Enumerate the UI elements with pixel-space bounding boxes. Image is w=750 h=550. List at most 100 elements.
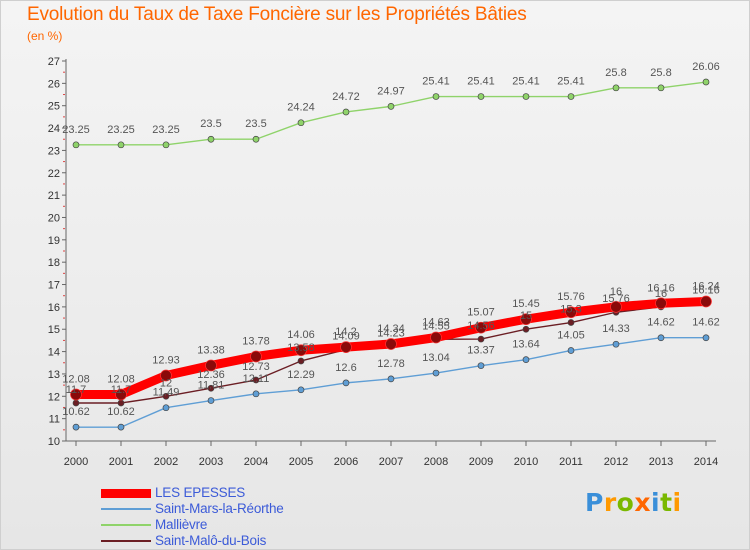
data-point	[162, 141, 170, 149]
data-point	[477, 93, 485, 100]
data-label: 14.62	[692, 317, 720, 329]
x-tick-label: 2000	[64, 456, 88, 468]
y-tick-label: 19	[48, 235, 60, 247]
y-tick-label: 23	[48, 145, 60, 157]
series-0	[70, 295, 712, 401]
y-tick-label: 11	[49, 414, 60, 426]
data-point	[432, 93, 440, 100]
data-point	[340, 341, 352, 353]
data-point	[477, 335, 485, 343]
series-2	[72, 78, 710, 149]
x-tick-label: 2012	[604, 456, 628, 468]
data-point	[207, 384, 215, 392]
data-label: 12.78	[377, 358, 405, 370]
y-tick-label: 18	[48, 257, 60, 269]
logo-letter: x	[634, 488, 651, 517]
data-point	[522, 325, 530, 333]
data-label: 15.76	[557, 291, 585, 303]
data-point	[700, 295, 712, 308]
data-label: 14.06	[287, 329, 315, 341]
data-point	[297, 386, 305, 394]
data-label: 10.62	[107, 406, 135, 418]
data-point	[655, 297, 667, 310]
data-point	[297, 119, 305, 127]
data-label: 12.93	[152, 355, 180, 367]
legend-label: Mallièvre	[155, 517, 208, 532]
x-tick-label: 2011	[559, 456, 583, 468]
x-tick-label: 2009	[469, 456, 493, 468]
x-tick-label: 2013	[649, 456, 673, 468]
y-tick-label: 26	[48, 78, 60, 90]
data-label: 13.38	[197, 344, 225, 356]
data-point	[567, 93, 575, 100]
data-point	[252, 135, 260, 143]
data-point	[430, 331, 442, 344]
data-label: 16.16	[692, 284, 720, 296]
data-point	[567, 347, 575, 354]
logo-letter: i	[651, 488, 661, 517]
data-point	[115, 388, 127, 401]
x-tick-label: 2008	[424, 456, 448, 468]
data-label: 23.25	[152, 124, 180, 136]
x-tick-label: 2004	[244, 456, 268, 468]
data-point	[117, 141, 125, 149]
data-point	[475, 321, 487, 334]
axes: 10 11 12 13 14 15 16 17 18 19 20 21 22 23 24 25 26 27 2000…	[48, 56, 718, 468]
data-label: 16.16	[647, 282, 675, 294]
data-point	[567, 319, 575, 326]
logo-letter: P	[585, 488, 604, 517]
data-point	[387, 375, 395, 383]
data-point	[342, 379, 350, 387]
data-label: 13.78	[242, 336, 270, 348]
data-point	[297, 357, 305, 365]
legend-label: Saint-Malô-du-Bois	[155, 533, 267, 548]
data-point	[612, 84, 620, 92]
y-tick-label: 14	[48, 347, 60, 359]
data-label: 23.25	[107, 124, 135, 136]
data-label: 14.33	[602, 323, 630, 335]
data-point	[162, 404, 170, 412]
data-label: 24.72	[332, 91, 360, 103]
data-label: 16	[655, 288, 667, 300]
data-point	[657, 334, 665, 342]
legend-swatch	[101, 508, 151, 510]
data-point	[520, 313, 532, 326]
data-point	[250, 350, 262, 363]
data-label: 12.36	[197, 369, 225, 381]
data-label: 11.7	[66, 384, 87, 396]
data-point	[72, 423, 80, 431]
data-label: 24.24	[287, 102, 315, 114]
data-point	[295, 344, 307, 357]
y-tick-label: 10	[48, 436, 60, 448]
y-tick-label: 22	[48, 168, 60, 180]
data-point	[342, 108, 350, 116]
x-tick-label: 2010	[514, 456, 538, 468]
proxiti-logo: Proxiti	[585, 488, 682, 517]
y-tick-label: 21	[48, 190, 60, 202]
y-tick-label: 16	[48, 302, 60, 314]
data-point	[612, 340, 620, 348]
data-label: 11.7	[111, 384, 132, 396]
data-label: 12.6	[335, 362, 356, 374]
data-label: 14.55	[422, 320, 450, 332]
data-point	[72, 141, 80, 149]
y-tick-label: 17	[48, 280, 60, 292]
data-label: 25.41	[512, 76, 540, 88]
x-tick-label: 2006	[334, 456, 358, 468]
data-point	[207, 135, 215, 143]
logo-letter: o	[616, 488, 635, 517]
data-label: 15	[520, 310, 532, 322]
data-label: 23.25	[62, 124, 90, 136]
logo-letter: i	[672, 488, 682, 517]
data-label: 11.81	[198, 380, 225, 392]
data-label: 15.3	[560, 304, 581, 316]
data-point	[252, 376, 260, 384]
data-label: 16.24	[692, 281, 720, 293]
data-label: 13.37	[467, 345, 495, 357]
data-point	[477, 362, 485, 370]
data-label: 14.63	[422, 317, 450, 329]
data-point	[252, 390, 260, 398]
data-point	[522, 93, 530, 100]
data-label: 12.08	[107, 374, 135, 386]
